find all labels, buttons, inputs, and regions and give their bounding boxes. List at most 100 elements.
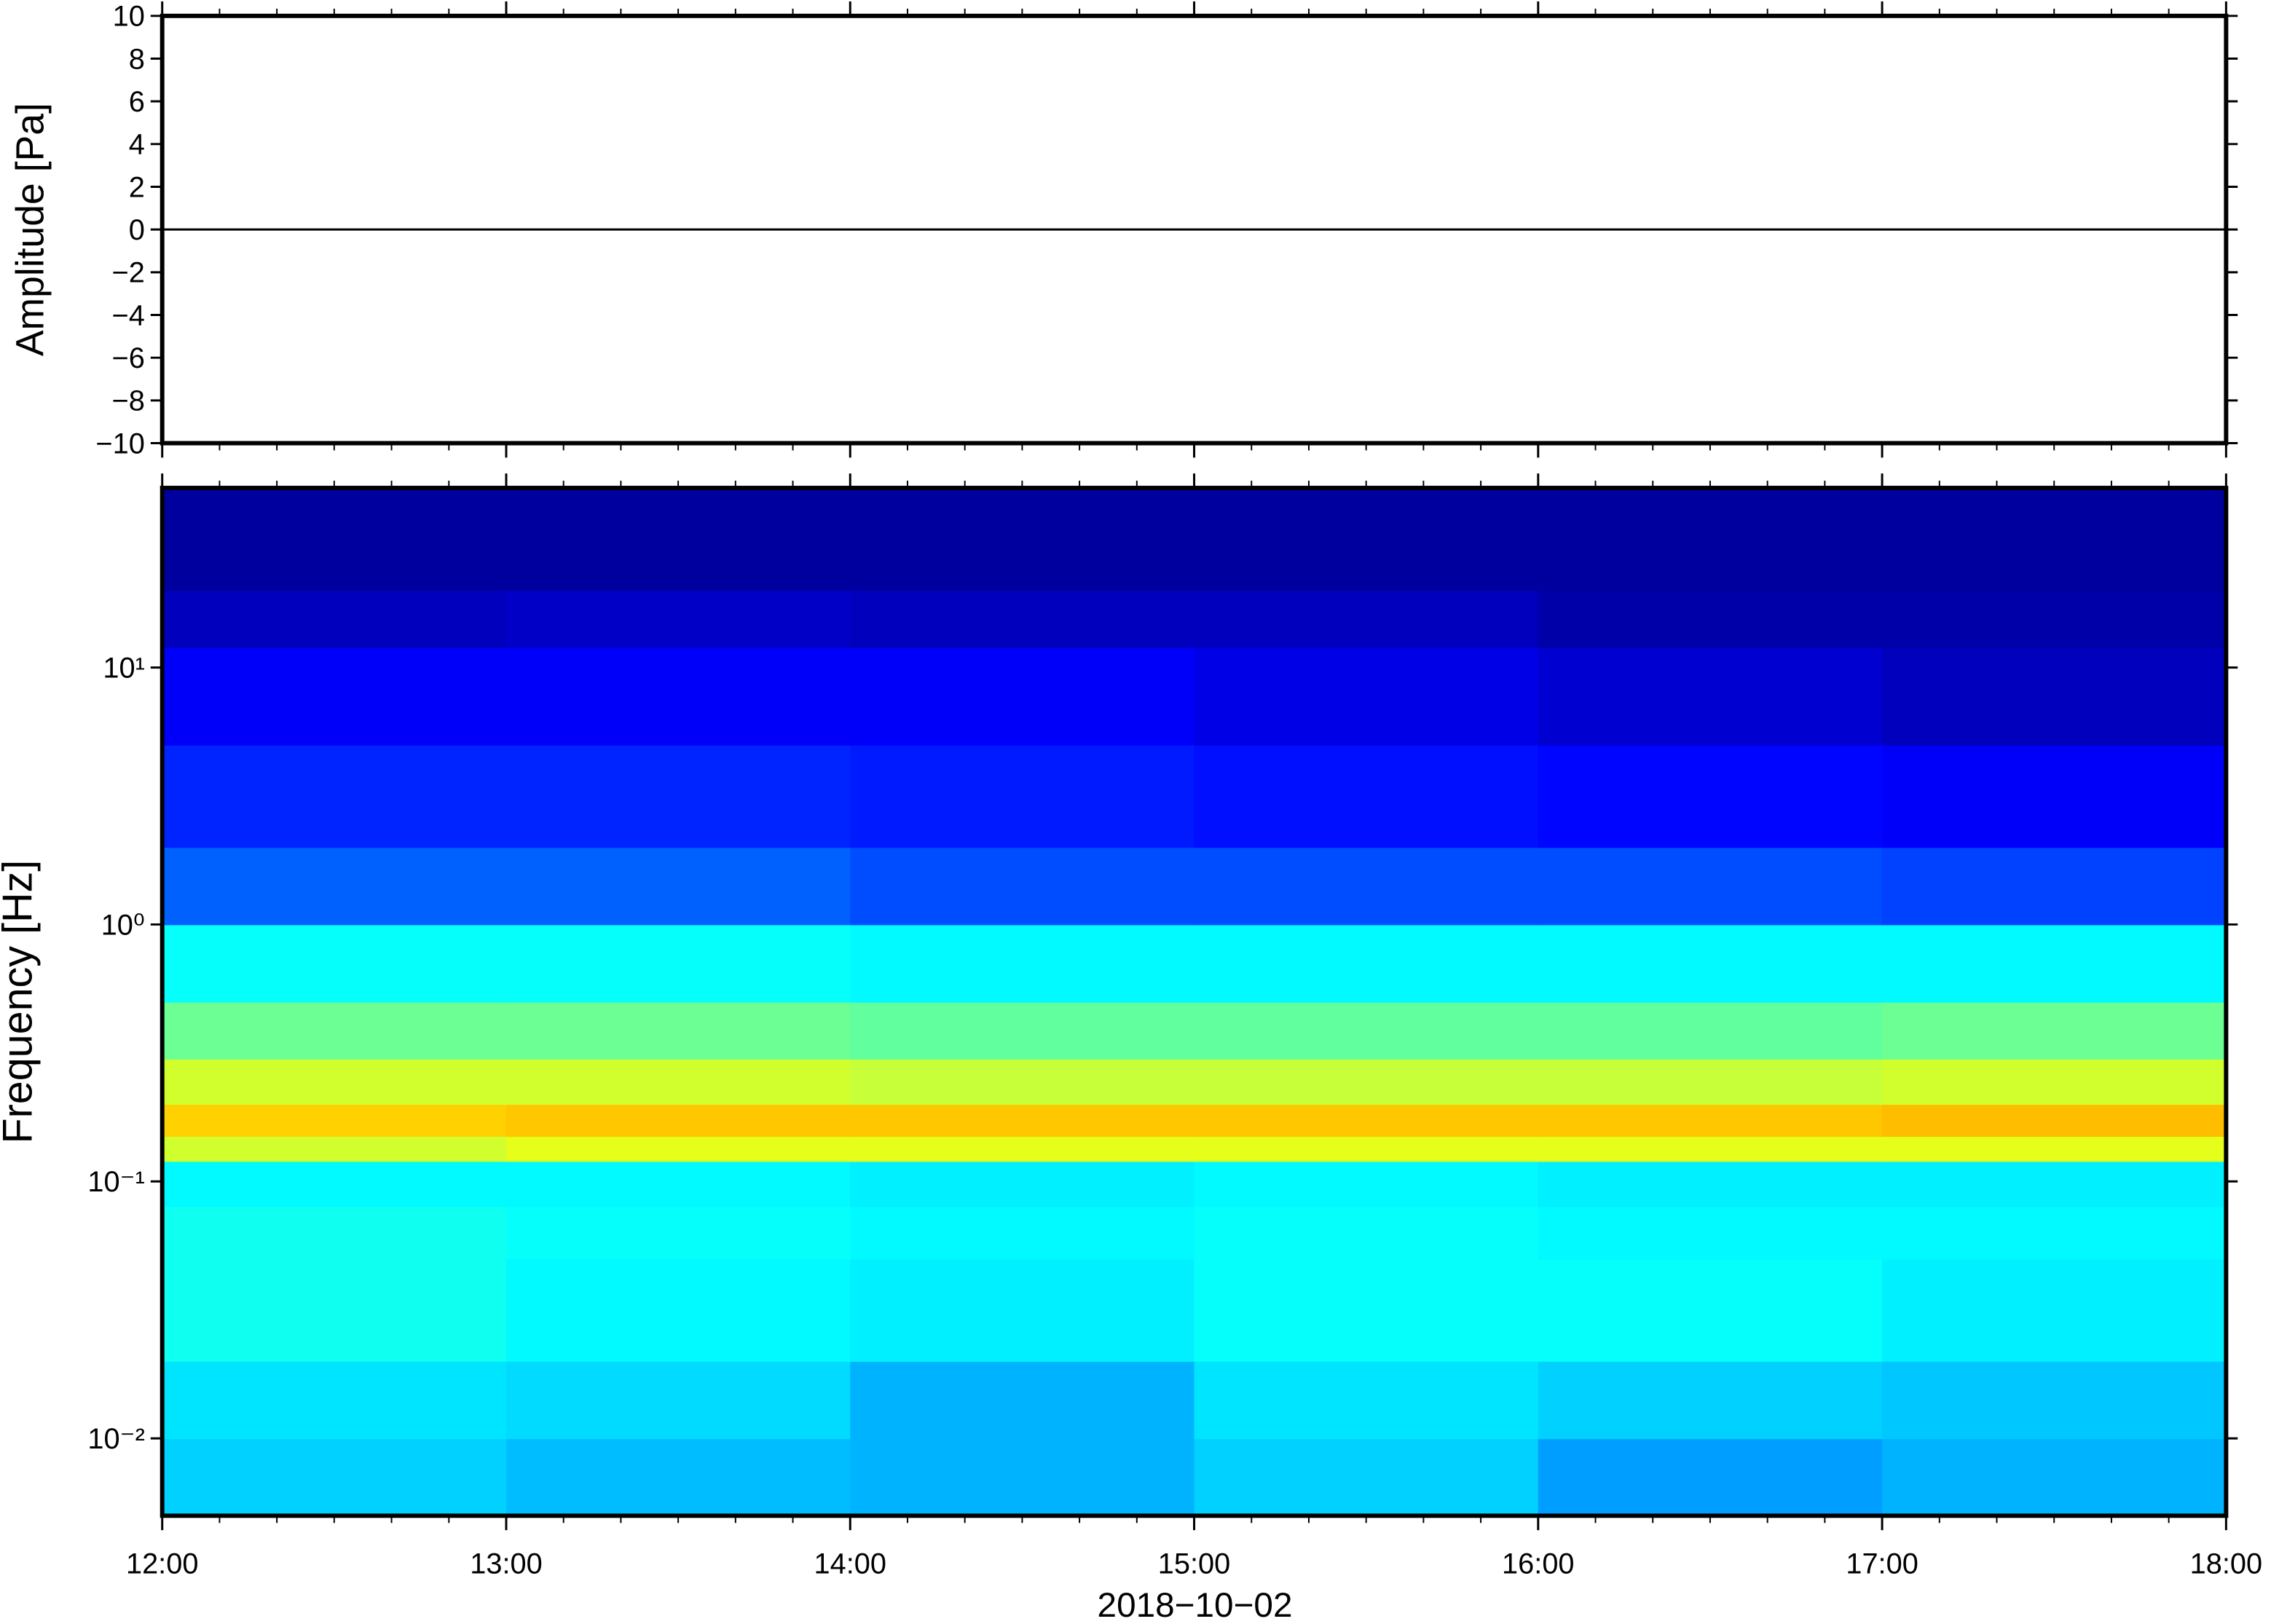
y-tick-label: 6 <box>129 86 145 118</box>
heatmap-cell <box>850 1058 1195 1105</box>
heatmap-cell <box>1538 847 1884 926</box>
heatmap-cell <box>1538 1058 1884 1105</box>
heatmap-cell <box>850 1104 1195 1138</box>
y-tick-label: −4 <box>112 299 145 331</box>
y-tick-label: 2 <box>129 171 145 203</box>
heatmap-cell <box>1538 1206 1884 1260</box>
y-axis-label: Amplitude [Pa] <box>9 103 52 356</box>
heatmap-cell <box>1194 1258 1539 1362</box>
heatmap-cell <box>162 1058 507 1105</box>
heatmap-cell <box>1538 1136 1884 1162</box>
heatmap-cell <box>850 1438 1195 1517</box>
heatmap-cell <box>1882 1438 2227 1517</box>
heatmap-cell <box>1194 590 1539 648</box>
heatmap-cell <box>850 924 1195 1003</box>
heatmap-cell <box>1538 744 1884 848</box>
heatmap-cell <box>1194 647 1539 746</box>
heatmap-cell <box>162 1438 507 1517</box>
heatmap-cell <box>1538 1161 1884 1207</box>
heatmap-cell <box>1882 1258 2227 1362</box>
y-tick-label: 10⁻² <box>87 1423 144 1455</box>
y-tick-label: 0 <box>129 214 145 246</box>
y-tick-label: −10 <box>95 427 144 460</box>
x-tick-label: 18:00 <box>2190 1548 2262 1580</box>
heatmap-cell <box>850 647 1195 746</box>
heatmap-cell <box>850 847 1195 926</box>
heatmap-cell <box>1538 1438 1884 1517</box>
heatmap-cell <box>162 1104 507 1138</box>
heatmap-cell <box>1538 590 1884 648</box>
heatmap-cell <box>505 1438 851 1517</box>
x-tick-label: 12:00 <box>126 1548 198 1580</box>
heatmap-cell <box>1882 1058 2227 1105</box>
x-tick-label: 13:00 <box>470 1548 542 1580</box>
y-tick-label: 10⁻¹ <box>87 1166 144 1198</box>
heatmap-cell <box>1882 1001 2227 1060</box>
heatmap-cell <box>1194 1438 1539 1517</box>
heatmap-cell <box>1194 1136 1539 1162</box>
heatmap-cell <box>162 1001 507 1060</box>
heatmap-cell <box>505 1206 851 1260</box>
x-tick-label: 14:00 <box>814 1548 886 1580</box>
y-tick-label: 10⁰ <box>101 909 145 941</box>
heatmap-cell <box>1882 487 2227 591</box>
x-tick-label: 15:00 <box>1158 1548 1230 1580</box>
heatmap-cell <box>162 1206 507 1260</box>
heatmap-cell <box>850 1161 1195 1207</box>
heatmap-cell <box>162 744 507 848</box>
heatmap-cell <box>1882 1206 2227 1260</box>
heatmap-cell <box>505 1258 851 1362</box>
heatmap-cell <box>1194 487 1539 591</box>
heatmap-cell <box>505 487 851 591</box>
x-axis-label: 2018−10−02 <box>1098 1586 1293 1624</box>
y-tick-label: 10 <box>113 1 145 33</box>
heatmap-cell <box>1194 744 1539 848</box>
x-tick-label: 16:00 <box>1502 1548 1574 1580</box>
heatmap-cell <box>162 847 507 926</box>
heatmap-cell <box>1538 647 1884 746</box>
heatmap-cell <box>1194 1206 1539 1260</box>
heatmap-cell <box>162 487 507 591</box>
heatmap-cell <box>850 1360 1195 1440</box>
y-tick-label: −2 <box>112 257 145 289</box>
heatmap-cell <box>850 487 1195 591</box>
heatmap-cell <box>1882 924 2227 1003</box>
heatmap-cell <box>505 1104 851 1138</box>
y-tick-label: −8 <box>112 385 145 417</box>
heatmap-cell <box>1882 1360 2227 1440</box>
heatmap-cell <box>850 1001 1195 1060</box>
heatmap-cell <box>162 590 507 648</box>
heatmap-cell <box>505 1001 851 1060</box>
heatmap-cell <box>1882 744 2227 848</box>
heatmap-cell <box>850 1206 1195 1260</box>
heatmap-cell <box>505 1136 851 1162</box>
heatmap-cell <box>505 744 851 848</box>
heatmap-cell <box>1538 1258 1884 1362</box>
x-tick-label: 17:00 <box>1846 1548 1918 1580</box>
y-tick-label: −6 <box>112 342 145 374</box>
y-axis-label: Frequency [Hz] <box>0 860 42 1144</box>
heatmap-cell <box>1194 1001 1539 1060</box>
y-tick-label: 10¹ <box>103 653 144 685</box>
heatmap-cell <box>505 1360 851 1440</box>
heatmap-cell <box>850 744 1195 848</box>
heatmap-cell <box>1538 924 1884 1003</box>
heatmap-cell <box>162 1161 507 1207</box>
heatmap-cell <box>505 590 851 648</box>
heatmap-cell <box>505 1058 851 1105</box>
heatmap-cell <box>850 1258 1195 1362</box>
heatmap-cell <box>1194 847 1539 926</box>
heatmap-cell <box>1538 1104 1884 1138</box>
heatmap-cell <box>162 1258 507 1362</box>
heatmap-cell <box>1882 847 2227 926</box>
heatmap-cell <box>1194 924 1539 1003</box>
heatmap-cell <box>162 647 507 746</box>
heatmap-cell <box>850 590 1195 648</box>
heatmap-cell <box>1194 1161 1539 1207</box>
heatmap-cell <box>850 1136 1195 1162</box>
heatmap-cell <box>1882 1136 2227 1162</box>
heatmap-cell <box>162 1360 507 1440</box>
heatmap-cell <box>1538 487 1884 591</box>
